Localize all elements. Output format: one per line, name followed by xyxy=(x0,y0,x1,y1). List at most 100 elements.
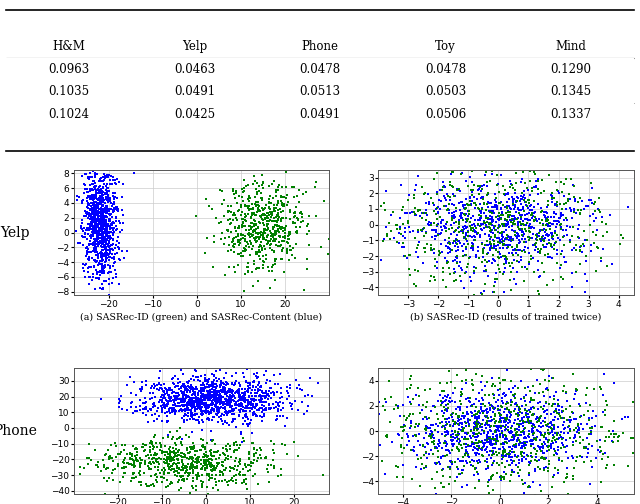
Point xyxy=(459,440,469,448)
Point xyxy=(189,398,200,406)
Point xyxy=(559,425,569,433)
Point xyxy=(182,454,193,462)
Point xyxy=(253,246,264,254)
Point xyxy=(93,189,104,197)
Point xyxy=(195,403,205,411)
Point xyxy=(580,391,591,399)
Point xyxy=(88,239,99,247)
Point xyxy=(519,207,529,215)
Point xyxy=(426,221,436,229)
Point xyxy=(484,237,495,245)
Point xyxy=(547,229,557,237)
Point xyxy=(558,420,568,428)
Point xyxy=(193,396,204,404)
Point xyxy=(462,429,472,437)
Point xyxy=(418,442,428,450)
Point xyxy=(509,206,519,214)
Point xyxy=(484,232,494,240)
Point xyxy=(90,203,100,211)
Point xyxy=(214,382,225,390)
Point xyxy=(420,424,431,432)
Point xyxy=(435,213,445,221)
Point xyxy=(431,205,441,213)
Point xyxy=(483,428,493,436)
Point xyxy=(250,410,260,418)
Point xyxy=(292,229,302,237)
Point xyxy=(477,194,487,202)
Point xyxy=(95,206,106,214)
Point xyxy=(271,222,282,230)
Point xyxy=(131,457,141,465)
Point xyxy=(420,244,431,252)
Point xyxy=(508,195,518,203)
Point xyxy=(86,211,96,219)
Point xyxy=(465,232,475,240)
Point xyxy=(214,388,224,396)
Point xyxy=(477,420,487,428)
Point xyxy=(135,396,145,404)
Point xyxy=(433,415,443,423)
Point xyxy=(541,385,552,393)
Point xyxy=(87,186,97,194)
Point xyxy=(205,392,216,400)
Point xyxy=(162,400,172,408)
Point xyxy=(492,241,502,249)
Point xyxy=(479,429,490,437)
Point xyxy=(472,426,483,434)
Point xyxy=(238,471,248,479)
Point xyxy=(263,396,273,404)
Point xyxy=(95,209,105,217)
Point xyxy=(453,412,463,420)
Point xyxy=(516,178,526,186)
Point xyxy=(97,183,108,192)
Point xyxy=(409,447,419,455)
Point xyxy=(563,397,573,405)
Point xyxy=(636,183,640,192)
Point xyxy=(447,458,457,466)
Point xyxy=(493,405,504,413)
Point xyxy=(487,448,497,456)
Point xyxy=(543,400,554,408)
Point xyxy=(465,398,475,406)
Point xyxy=(227,237,237,245)
Point xyxy=(99,251,109,260)
Point xyxy=(421,403,431,411)
Point xyxy=(435,213,445,221)
Point xyxy=(182,403,193,411)
Point xyxy=(264,392,274,400)
Point xyxy=(413,430,424,438)
Point xyxy=(431,490,441,498)
Point xyxy=(246,240,257,248)
Point xyxy=(250,389,260,397)
Point xyxy=(98,195,108,203)
Point xyxy=(547,195,557,203)
Point xyxy=(509,407,519,415)
Point xyxy=(225,400,236,408)
Point xyxy=(242,485,252,493)
Point xyxy=(447,257,458,265)
Point xyxy=(429,207,440,215)
Point xyxy=(556,412,566,420)
Point xyxy=(380,235,390,243)
Point xyxy=(193,391,203,399)
Point xyxy=(516,430,526,438)
Point xyxy=(186,444,196,452)
Point xyxy=(100,213,111,221)
Point xyxy=(263,224,273,232)
Point xyxy=(107,279,117,287)
Point xyxy=(565,434,575,443)
Point xyxy=(599,370,609,378)
Point xyxy=(155,367,165,375)
Point xyxy=(102,229,113,237)
Point xyxy=(442,393,452,401)
Point xyxy=(586,196,596,204)
Point xyxy=(106,205,116,213)
Point xyxy=(172,462,182,470)
Point xyxy=(393,463,403,471)
Point xyxy=(250,229,260,237)
Point xyxy=(253,206,264,214)
Point xyxy=(481,465,492,473)
Point xyxy=(520,179,530,187)
Point xyxy=(477,423,487,431)
Point xyxy=(82,247,92,256)
